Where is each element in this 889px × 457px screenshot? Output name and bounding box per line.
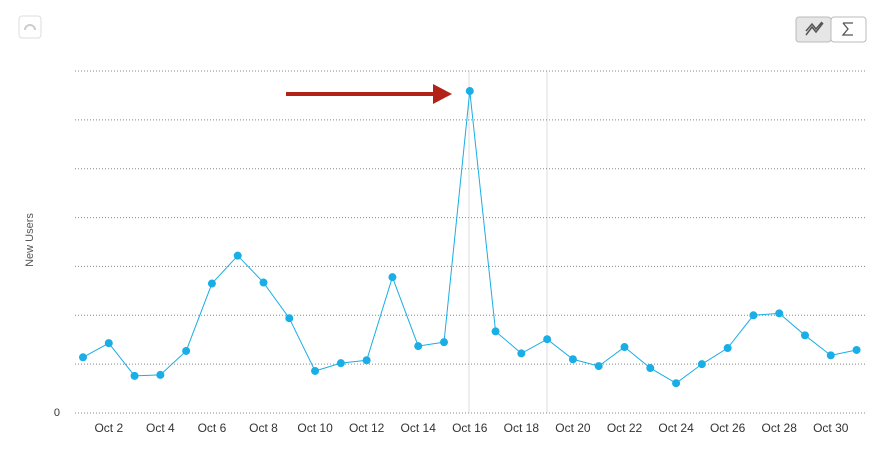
data-point xyxy=(336,359,345,368)
data-point xyxy=(749,311,758,320)
data-point xyxy=(646,364,655,373)
data-point xyxy=(362,356,371,365)
data-point xyxy=(491,327,500,336)
data-point xyxy=(388,273,397,282)
dashboard-icon xyxy=(24,24,36,31)
data-point xyxy=(775,309,784,318)
y-axis-label: New Users xyxy=(24,213,36,267)
x-tick-label: Oct 26 xyxy=(710,421,746,435)
data-point xyxy=(130,371,139,380)
view-toggle xyxy=(795,16,867,43)
data-point xyxy=(414,342,423,351)
sum-view-button[interactable] xyxy=(830,16,867,43)
annotation-arrowhead xyxy=(433,84,452,104)
data-point xyxy=(620,343,629,352)
data-point xyxy=(207,279,216,288)
data-point xyxy=(517,349,526,358)
x-tick-label: Oct 24 xyxy=(658,421,694,435)
x-tick-label: Oct 28 xyxy=(762,421,798,435)
data-point xyxy=(440,338,448,347)
data-point xyxy=(104,339,113,348)
x-tick-label: Oct 12 xyxy=(349,421,385,435)
x-tick-label: Oct 30 xyxy=(813,421,849,435)
series-line xyxy=(82,90,857,384)
data-point xyxy=(543,335,552,344)
x-tick-label: Oct 6 xyxy=(198,421,227,435)
data-point xyxy=(156,370,165,379)
data-point xyxy=(826,351,835,360)
data-point xyxy=(801,331,809,340)
data-point xyxy=(259,278,268,287)
data-point xyxy=(672,379,681,388)
data-point xyxy=(723,344,732,353)
x-tick-label: Oct 8 xyxy=(249,421,278,435)
x-tick-label: Oct 10 xyxy=(297,421,333,435)
data-point xyxy=(285,314,294,323)
x-tick-label: Oct 2 xyxy=(94,421,123,435)
sum-icon xyxy=(841,22,853,36)
data-point xyxy=(79,353,87,362)
data-point xyxy=(852,345,861,354)
y-tick-label: 0 xyxy=(54,407,60,419)
data-point xyxy=(233,251,242,260)
dashboard-button[interactable] xyxy=(18,15,42,39)
x-tick-label: Oct 16 xyxy=(452,421,488,435)
x-tick-label: Oct 22 xyxy=(607,421,643,435)
data-point xyxy=(697,360,706,369)
data-point xyxy=(594,362,603,371)
x-tick-label: Oct 18 xyxy=(504,421,540,435)
data-point xyxy=(568,355,577,364)
data-point xyxy=(465,87,474,96)
x-tick-label: Oct 20 xyxy=(555,421,591,435)
x-tick-label: Oct 4 xyxy=(146,421,175,435)
line-icon xyxy=(805,21,824,36)
data-point xyxy=(311,366,320,375)
data-point xyxy=(182,346,191,355)
x-tick-label: Oct 14 xyxy=(401,421,437,435)
